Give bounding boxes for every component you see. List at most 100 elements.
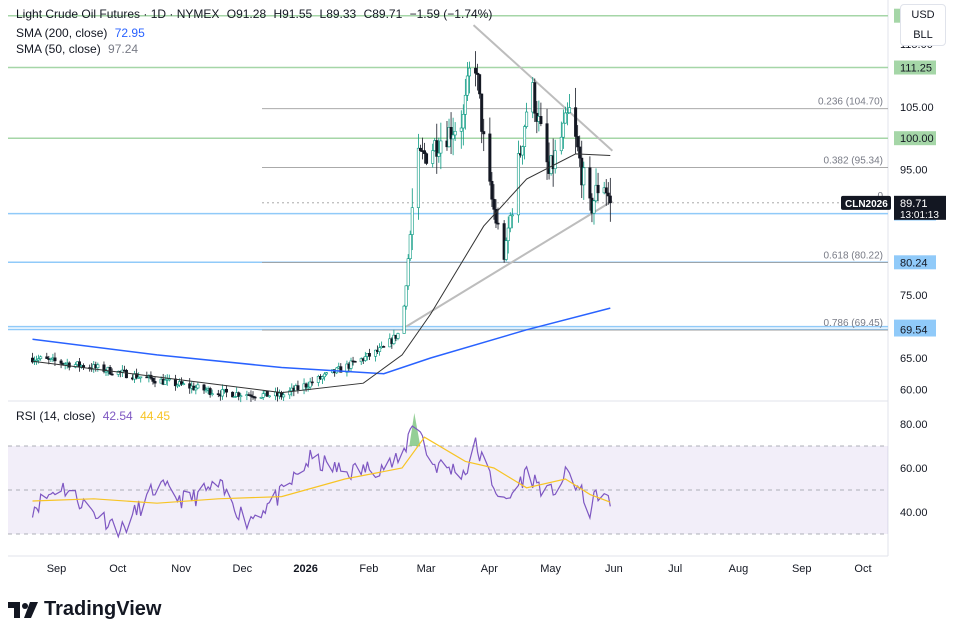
candle-body xyxy=(77,361,81,367)
candle-body xyxy=(431,150,435,164)
fib-label: 0.382 (95.34) xyxy=(824,155,884,166)
candle-body xyxy=(582,167,586,186)
candle-body xyxy=(539,116,543,124)
time-tick-label: Jul xyxy=(668,563,682,575)
candle-body xyxy=(378,347,382,352)
candle-body xyxy=(449,127,453,140)
level-badge-label: 111.25 xyxy=(900,63,932,75)
candle-body xyxy=(45,356,49,359)
candle-body xyxy=(180,381,184,385)
candle-body xyxy=(561,122,565,138)
price-tick-label: 65.00 xyxy=(900,353,928,365)
time-tick-label: Aug xyxy=(729,563,749,575)
candle-body xyxy=(102,364,106,372)
time-tick-label: Sep xyxy=(792,563,812,575)
candle-body xyxy=(224,388,228,393)
candle-body xyxy=(116,370,120,375)
price-tick-label: 105.00 xyxy=(900,102,934,114)
candle-body xyxy=(73,364,77,368)
ohlc-low: L89.33 xyxy=(319,7,357,21)
sma50-value: 97.24 xyxy=(108,42,139,56)
ohlc-high: H91.55 xyxy=(273,7,313,21)
time-tick-label: Nov xyxy=(171,563,191,575)
candle-body xyxy=(67,362,71,368)
currency-selector[interactable]: USD BLL xyxy=(900,4,946,46)
candle-body xyxy=(231,391,235,398)
candle-body xyxy=(194,387,198,391)
candle-body xyxy=(261,393,265,398)
candle-body xyxy=(523,126,527,147)
candle-body xyxy=(516,153,520,216)
candle-body xyxy=(202,384,206,391)
candle-body xyxy=(139,376,143,379)
level-badge-label: 69.54 xyxy=(900,325,928,337)
candle-body xyxy=(304,383,308,388)
candle-body xyxy=(476,72,480,75)
currency-bll[interactable]: BLL xyxy=(913,29,933,41)
candle-body xyxy=(320,376,324,380)
candle-body xyxy=(608,195,612,204)
candle-body xyxy=(124,370,128,379)
candle-body xyxy=(325,372,329,375)
candle-body xyxy=(282,394,286,398)
candle-body xyxy=(349,360,353,369)
candle-body xyxy=(482,131,486,135)
candle-body xyxy=(339,366,343,373)
candle-body xyxy=(210,393,214,395)
level-badge: 111.25 xyxy=(894,60,936,75)
time-tick-label: Oct xyxy=(854,563,871,575)
sma200-line xyxy=(32,307,611,375)
sma50-legend[interactable]: SMA (50, close) 97.24 xyxy=(16,42,142,56)
candle-body xyxy=(435,140,439,157)
rsi-ma-line xyxy=(32,436,611,504)
triangle-lower-line xyxy=(405,200,613,328)
candle-body xyxy=(367,353,371,357)
rsi-legend[interactable]: RSI (14, close) 42.54 44.45 xyxy=(16,409,174,423)
price-tick-label: 60.00 xyxy=(900,384,928,396)
level-badge-bg xyxy=(894,60,936,75)
candle-body xyxy=(259,397,263,399)
candle-body xyxy=(567,107,571,114)
price-tick-label: 95.00 xyxy=(900,165,928,177)
candle-body xyxy=(574,107,578,137)
candle-body xyxy=(163,379,167,385)
time-tick-label: Feb xyxy=(359,563,378,575)
countdown-label: 13:01:13 xyxy=(900,210,939,221)
candle-body xyxy=(410,207,414,235)
brand-name: TradingView xyxy=(44,598,162,620)
candle-body xyxy=(53,357,57,362)
rsi-line xyxy=(31,425,611,539)
candle-body xyxy=(588,167,592,199)
candle-body xyxy=(604,187,608,194)
candle-body xyxy=(496,222,500,225)
candle-body xyxy=(296,385,300,390)
candle-body xyxy=(135,373,139,379)
sma200-legend[interactable]: SMA (200, close) 72.95 xyxy=(16,26,149,40)
level-badge: 69.54 xyxy=(894,322,936,337)
time-tick-label: Mar xyxy=(417,563,436,575)
candle-body xyxy=(96,364,100,369)
triangle-upper-line xyxy=(472,24,614,152)
candle-body xyxy=(488,133,492,182)
candle-body xyxy=(494,209,498,224)
candle-body xyxy=(35,359,39,362)
level-badge: 100.00 xyxy=(894,131,936,146)
candle-body xyxy=(510,214,514,217)
currency-usd[interactable]: USD xyxy=(911,9,935,21)
candle-body xyxy=(439,140,443,154)
candle-body xyxy=(425,153,429,164)
symbol-title: Light Crude Oil Futures · 1D · NYMEX xyxy=(16,7,220,21)
symbol-badge-bg xyxy=(841,195,891,210)
sma200-label: SMA (200, close) xyxy=(16,26,108,40)
candle-body xyxy=(576,136,580,148)
rsi-overbought-fill xyxy=(409,413,421,446)
candle-body xyxy=(237,392,241,397)
candle-body xyxy=(310,381,314,384)
candle-body xyxy=(465,75,469,96)
candle-body xyxy=(437,152,441,157)
time-tick-label: Oct xyxy=(109,563,126,575)
candle-body xyxy=(110,373,114,376)
candle-body xyxy=(478,74,482,95)
